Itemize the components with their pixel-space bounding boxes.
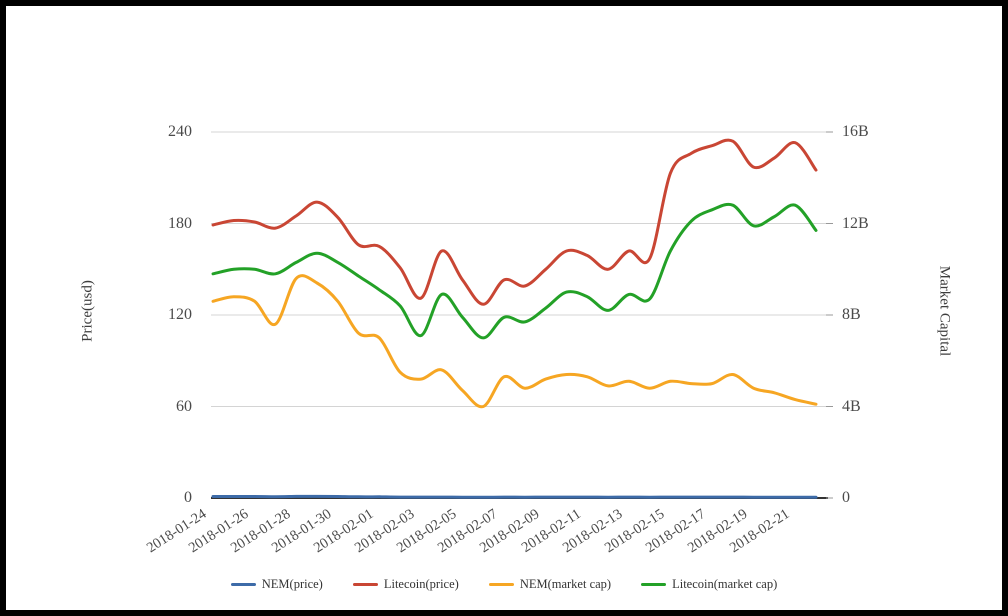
right-axis-tick-label: 16B	[842, 123, 869, 140]
legend-line-icon	[230, 582, 256, 587]
right-axis-title: Market Capital	[936, 265, 953, 357]
legend-item-litecoin-market-cap[interactable]: Litecoin(market cap)	[641, 577, 777, 592]
right-axis-tick-label: 4B	[842, 397, 861, 415]
left-axis-tick-label: 120	[168, 306, 192, 323]
legend: NEM(price) Litecoin(price) NEM(market cap)…	[6, 577, 1002, 592]
legend-line-icon	[352, 582, 378, 587]
series-line-litecoin-market-cap	[211, 202, 818, 340]
right-axis-tick-label: 12B	[842, 214, 869, 232]
plot-area	[211, 131, 833, 499]
right-axis-tick-label: 0	[842, 489, 850, 506]
legend-item-nem-market-cap[interactable]: NEM(market cap)	[488, 577, 612, 592]
legend-item-label: NEM(market cap)	[519, 577, 612, 591]
left-axis-tick-label: 60	[176, 397, 192, 415]
legend-item-litecoin-price[interactable]: Litecoin(price)	[352, 577, 459, 592]
series-line-litecoin-price	[211, 138, 818, 306]
legend-item-label: Litecoin(market cap)	[672, 577, 778, 591]
legend-item-label: NEM(price)	[261, 577, 323, 591]
left-axis-tick-label: 0	[184, 489, 192, 506]
legend-line-icon	[641, 582, 667, 587]
left-axis-tick-label: 240	[168, 123, 192, 140]
left-axis-tick-label: 180	[168, 214, 192, 232]
legend-item-nem-price[interactable]: NEM(price)	[230, 577, 323, 592]
series-line-nem-market-cap	[211, 274, 818, 409]
legend-line-icon	[488, 582, 514, 587]
series-line-nem-price	[211, 494, 818, 499]
right-axis-tick-label: 8B	[842, 306, 861, 323]
legend-item-label: Litecoin(price)	[383, 577, 459, 591]
